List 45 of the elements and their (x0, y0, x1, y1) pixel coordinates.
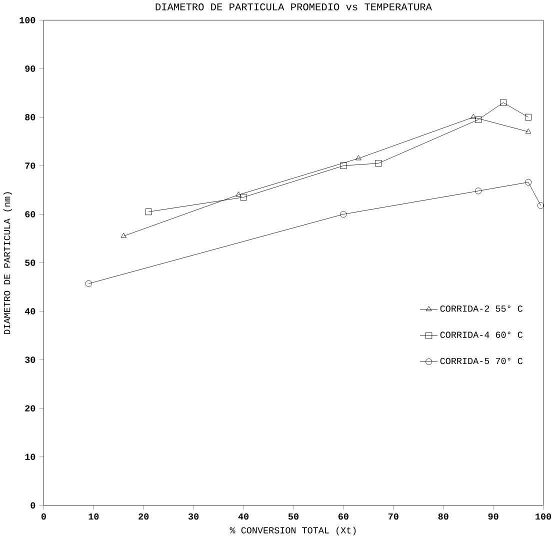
x-tick-label: 20 (138, 514, 149, 520)
y-tick-label: 60 (25, 211, 36, 218)
y-tick-label: 100 (20, 17, 36, 24)
point (525, 128, 532, 134)
legend-label: CORRIDA-2 55° C (440, 306, 523, 312)
point (340, 162, 347, 170)
point (145, 208, 152, 216)
legend-label: CORRIDA-5 70° C (440, 358, 523, 364)
point (236, 192, 242, 197)
x-tick-label: 10 (88, 514, 99, 520)
point (375, 160, 382, 167)
y-tick-label: 30 (25, 356, 36, 364)
y-tick-label: 0 (30, 502, 36, 509)
point (340, 211, 347, 218)
x-tick-label: 90 (488, 514, 498, 520)
x-axis-title: % CONVERSION TOTAL (Xt) (230, 526, 356, 536)
x-tick-label: 50 (288, 514, 298, 520)
point (85, 280, 92, 288)
y-tick-label: 70 (25, 162, 36, 169)
point (470, 114, 476, 120)
x-tick-label: 0 (41, 514, 46, 520)
x-tick-label: 40 (238, 514, 249, 520)
y-tick-label: 40 (24, 308, 36, 315)
legend-label: CORRIDA-4 60° C (440, 332, 523, 338)
point (525, 179, 532, 186)
point (525, 114, 532, 121)
x-tick-label: 80 (438, 514, 448, 520)
y-tick-label: 50 (25, 260, 36, 266)
point (240, 194, 247, 201)
point (120, 232, 126, 238)
y-axis-title: DIAMETRO DE PARTICULA (nm) (3, 192, 12, 334)
x-tick-label: 100 (536, 514, 552, 520)
point (500, 100, 507, 106)
y-tick-label: 90 (25, 66, 36, 72)
y-tick-label: 20 (25, 405, 36, 412)
x-tick-label: 60 (338, 514, 348, 520)
point (475, 116, 482, 124)
point (537, 202, 544, 209)
chart-title: DIAMETRO DE PARTICULA PROMEDIO vs TEMPERATURA (156, 4, 432, 11)
x-tick-label: 30 (188, 514, 199, 520)
point (356, 155, 362, 160)
point (475, 188, 482, 194)
y-tick-label: 80 (25, 114, 36, 120)
x-tick-label: 70 (388, 514, 398, 520)
y-tick-label: 10 (25, 454, 36, 460)
